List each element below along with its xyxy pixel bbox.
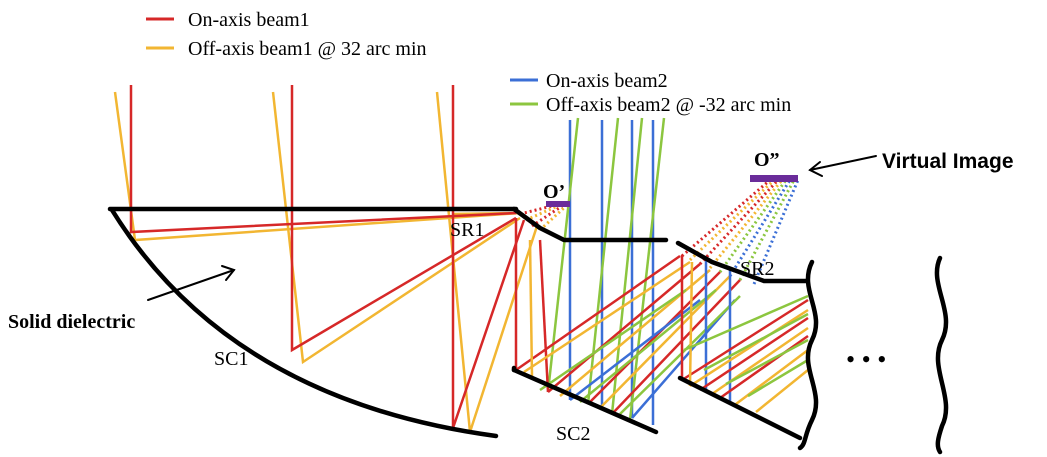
dotted-ray xyxy=(718,179,788,273)
stage3-red-ray xyxy=(719,334,809,400)
stage3-yellow-ray xyxy=(755,369,809,413)
label-solid-dielectric: Solid dielectric xyxy=(8,311,135,333)
structure xyxy=(107,206,949,455)
stage3-green-rays xyxy=(683,294,809,398)
stage3-bottom-mirror xyxy=(677,375,803,441)
stage2-yellow-rays xyxy=(523,239,731,409)
sr1-step xyxy=(511,206,669,243)
stage2-yellow-ray xyxy=(599,275,731,409)
stage2-rays xyxy=(514,117,741,425)
beam2-off-ray xyxy=(628,117,666,421)
dotted-ray xyxy=(525,203,561,222)
stage3-red-rays xyxy=(680,255,809,400)
label-sc1: SC1 xyxy=(214,348,248,370)
sc2-mirror xyxy=(511,367,659,435)
virtual-image-arrow xyxy=(809,155,877,171)
brace-far-right xyxy=(934,255,949,455)
dotted-ray xyxy=(752,179,800,285)
dotted-ray xyxy=(738,179,796,281)
stage3-green-ray xyxy=(703,312,809,372)
dotted-ray xyxy=(708,179,784,269)
beam1-off-ray xyxy=(271,91,521,365)
o-prime-image-bar xyxy=(546,201,570,207)
label-o-prime: O’ xyxy=(543,181,565,203)
stage2-red-ray xyxy=(515,254,681,372)
o-double-prime-image-bar xyxy=(750,175,798,182)
stage2-blue-diag-rays xyxy=(569,299,736,419)
arrows xyxy=(147,155,877,301)
solid-dielectric-arrow xyxy=(147,269,235,301)
beam1-off-rays xyxy=(113,91,539,433)
dotted-rays-odoubleprime xyxy=(681,178,800,285)
stage2-green-diag-ray xyxy=(619,295,741,415)
stage2-green-diag-ray xyxy=(579,289,717,403)
legend-label-beam1-off: Off-axis beam1 @ 32 arc min xyxy=(188,38,427,60)
stage2-red-ray xyxy=(611,279,741,415)
dotted-ray xyxy=(531,204,563,228)
stage2-blue-diag-ray xyxy=(569,299,701,401)
stage3-green-ray xyxy=(747,358,809,398)
stage2-red-ray xyxy=(538,239,550,393)
beam2-off-ray xyxy=(586,117,620,405)
stage2-red-rays xyxy=(514,218,741,415)
stage1-rays xyxy=(113,85,539,433)
stage3-yellow-ray xyxy=(688,261,694,387)
stage2-red-ray xyxy=(587,271,721,405)
dotted-ray xyxy=(688,178,776,262)
label-sr1: SR1 xyxy=(450,219,484,241)
sr2-step xyxy=(675,240,809,284)
beam1-on-ray xyxy=(129,85,517,234)
beam1-on-ray xyxy=(290,85,517,353)
stage2-red-ray xyxy=(547,263,701,393)
legend-label-beam2-on: On-axis beam2 xyxy=(546,70,668,92)
stage2-green-diag-ray xyxy=(539,288,687,392)
stage2-blue-diag-ray xyxy=(631,299,736,419)
beam2-off-rays xyxy=(546,117,666,421)
stage3-green-ray xyxy=(683,294,809,352)
stage2-yellow-ray xyxy=(523,260,691,374)
stage3-rays xyxy=(680,255,809,413)
sc1-curved-mirror xyxy=(109,207,499,439)
beam2-off-ray xyxy=(546,117,580,393)
break-line-right xyxy=(797,259,819,451)
label-o-double-prime: O” xyxy=(754,149,780,171)
dotted-ray xyxy=(538,204,568,232)
dotted-ray xyxy=(698,178,780,266)
stage2-yellow-ray xyxy=(528,239,534,377)
label-ellipsis: • • • xyxy=(846,345,886,374)
legend-label-beam2-off: Off-axis beam2 @ -32 arc min xyxy=(546,94,791,116)
label-sr2: SR2 xyxy=(740,258,774,280)
label-virtual-image: Virtual Image xyxy=(882,150,1014,173)
stage3-yellow-ray xyxy=(689,308,809,388)
stage2-green-diag-rays xyxy=(539,288,741,415)
label-sc2: SC2 xyxy=(556,423,590,445)
legend: On-axis beam1 Off-axis beam1 @ 32 arc mi… xyxy=(146,9,791,116)
stage3-red-ray xyxy=(699,316,809,392)
stage3-green-ray xyxy=(725,338,809,386)
virtual-image-arrowhead xyxy=(808,161,823,177)
dotted-ray xyxy=(728,179,792,277)
solid-dielectric-arrowhead xyxy=(221,265,236,281)
dotted-ray xyxy=(681,178,771,258)
stage3-red-ray xyxy=(681,298,809,382)
beam1-off-ray xyxy=(113,91,521,242)
legend-label-beam1-on: On-axis beam1 xyxy=(188,9,310,31)
